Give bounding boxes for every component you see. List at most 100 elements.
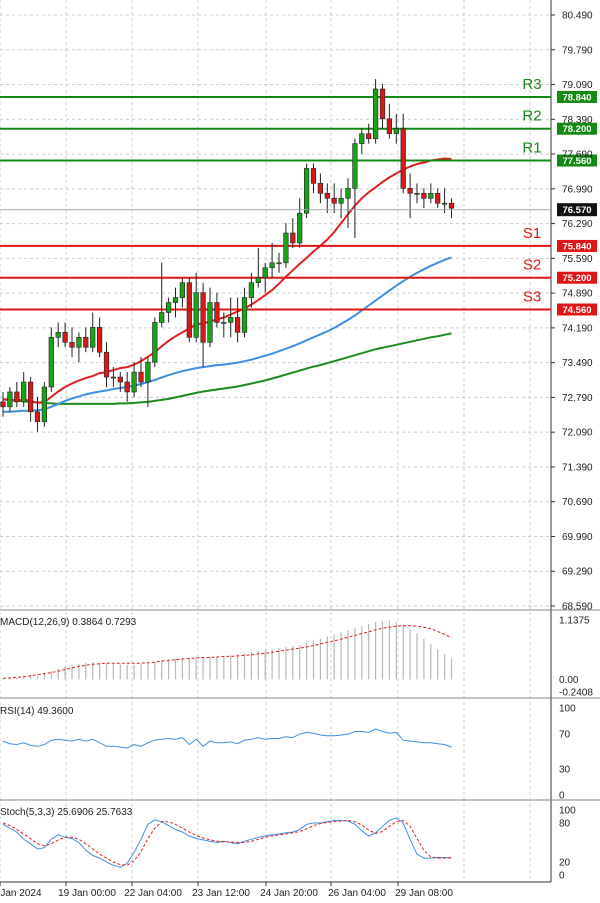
stoch-tick-label: 100 bbox=[559, 806, 576, 817]
rsi-line bbox=[2, 728, 452, 749]
candle-body bbox=[124, 381, 130, 393]
candle-body bbox=[103, 351, 110, 378]
price-tick-label: 69.990 bbox=[562, 532, 593, 543]
time-tick-label: 26 Jan 04:00 bbox=[328, 888, 386, 899]
rsi-panel: RSI(14) 49.3600 100 70 30 0 bbox=[0, 704, 576, 802]
candle-body bbox=[76, 337, 82, 348]
candle-body bbox=[48, 337, 54, 388]
price-axis: 80.490 79.790 79.090 78.390 77.690 76.990 76.2… bbox=[0, 11, 597, 613]
candle-body bbox=[221, 322, 227, 324]
price-tick-label: 74.190 bbox=[562, 323, 593, 334]
candle-body bbox=[310, 168, 317, 184]
ma-fast-line bbox=[2, 157, 452, 404]
candle-body bbox=[166, 302, 172, 313]
candle-body bbox=[235, 317, 241, 333]
price-tick-label: 70.690 bbox=[562, 497, 593, 508]
candle-body bbox=[262, 267, 268, 279]
candle-body bbox=[152, 322, 158, 363]
candle-body bbox=[324, 192, 330, 199]
stoch-d-line bbox=[2, 819, 452, 866]
candle-body bbox=[138, 371, 144, 383]
resistance-r1-tag: 77.560 bbox=[562, 156, 591, 167]
rsi-tick-label: 100 bbox=[559, 704, 576, 715]
candle-body bbox=[248, 282, 255, 298]
price-tick-label: 79.090 bbox=[562, 80, 593, 91]
time-tick-label: 17 Jan 2024 bbox=[0, 888, 42, 899]
rsi-tick-label: 0 bbox=[559, 791, 565, 802]
price-tick-label: 72.090 bbox=[562, 428, 593, 439]
resistance-r1-label: R1 bbox=[522, 140, 541, 157]
candle-body bbox=[83, 337, 89, 348]
candle-body bbox=[179, 282, 186, 298]
support-s1-label: S1 bbox=[523, 225, 541, 242]
price-tick-label: 80.490 bbox=[562, 11, 593, 22]
resistance-r1-tag-bg bbox=[557, 154, 597, 167]
price-tick-label: 72.790 bbox=[562, 393, 593, 404]
macd-title: MACD(12,26,9) 0.3864 0.7293 bbox=[0, 617, 137, 628]
resistance-r2-tag: 78.200 bbox=[562, 124, 591, 135]
candle-body bbox=[303, 168, 310, 214]
candle-body bbox=[290, 232, 296, 244]
candle-body bbox=[283, 232, 289, 264]
price-tick-label: 75.590 bbox=[562, 254, 593, 265]
candle-body bbox=[7, 391, 13, 408]
candle-body bbox=[69, 341, 75, 348]
candle-body bbox=[338, 197, 344, 204]
candle-body bbox=[269, 262, 275, 269]
stoch-tick-label: 0 bbox=[559, 871, 565, 882]
candle-body bbox=[435, 192, 441, 204]
price-tick-label: 78.390 bbox=[562, 115, 593, 126]
candle-body bbox=[414, 192, 420, 195]
candle-body bbox=[345, 188, 351, 199]
current-price-tag-bg bbox=[557, 203, 597, 217]
candle-body bbox=[159, 312, 165, 323]
candle-body bbox=[97, 327, 103, 353]
candle-body bbox=[366, 133, 372, 139]
moving-averages bbox=[2, 157, 452, 413]
price-tick-label: 76.290 bbox=[562, 219, 593, 230]
candle-body bbox=[41, 386, 47, 423]
macd-tick-label: 1.1375 bbox=[559, 616, 590, 627]
stoch-tick-label: 20 bbox=[559, 858, 571, 869]
resistance-r3-tag: 78.840 bbox=[562, 92, 591, 103]
candle-body bbox=[255, 277, 261, 283]
candle-body bbox=[228, 317, 234, 323]
candle-body bbox=[200, 292, 206, 343]
candle-body bbox=[62, 332, 68, 343]
candle-body bbox=[27, 381, 34, 413]
support-s2-tag-bg bbox=[557, 271, 597, 284]
candle-body bbox=[0, 401, 6, 408]
candle-body bbox=[186, 282, 192, 338]
rsi-tick-label: 30 bbox=[559, 764, 571, 775]
ma-slow-line bbox=[2, 332, 452, 405]
candle-body bbox=[407, 188, 413, 194]
support-s3-label: S3 bbox=[523, 289, 541, 306]
stoch-tick-label: 80 bbox=[559, 819, 571, 830]
rsi-tick-label: 70 bbox=[559, 730, 571, 741]
candle-body bbox=[145, 361, 151, 383]
candle-body bbox=[372, 88, 379, 139]
candle-body bbox=[359, 133, 365, 144]
macd-signal-line bbox=[2, 625, 452, 679]
macd-panel: MACD(12,26,9) 0.3864 0.7293 1.1375 0.00 -0.… bbox=[0, 616, 593, 699]
candle-body bbox=[400, 128, 406, 189]
ma-mid-line bbox=[3, 256, 452, 413]
current-price-tag: 76.570 bbox=[562, 205, 591, 216]
support-s1-tag: 75.840 bbox=[562, 241, 591, 252]
candle-body bbox=[421, 192, 427, 199]
support-s3-tag-bg bbox=[557, 303, 597, 316]
candle-body bbox=[448, 202, 455, 209]
macd-tick-label: -0.2408 bbox=[559, 688, 593, 699]
price-tick-label: 79.790 bbox=[562, 45, 593, 56]
candle-body bbox=[428, 192, 434, 199]
price-tick-label: 73.490 bbox=[562, 358, 593, 369]
candle-body bbox=[379, 88, 386, 120]
price-tick-label: 71.390 bbox=[562, 462, 593, 473]
resistance-r3-tag-bg bbox=[557, 90, 597, 103]
candle-body bbox=[241, 297, 248, 333]
stoch-title: Stoch(5,3,3) 25.6906 25.7633 bbox=[0, 807, 133, 818]
candles bbox=[0, 79, 455, 432]
time-tick-label: 24 Jan 20:00 bbox=[260, 888, 318, 899]
